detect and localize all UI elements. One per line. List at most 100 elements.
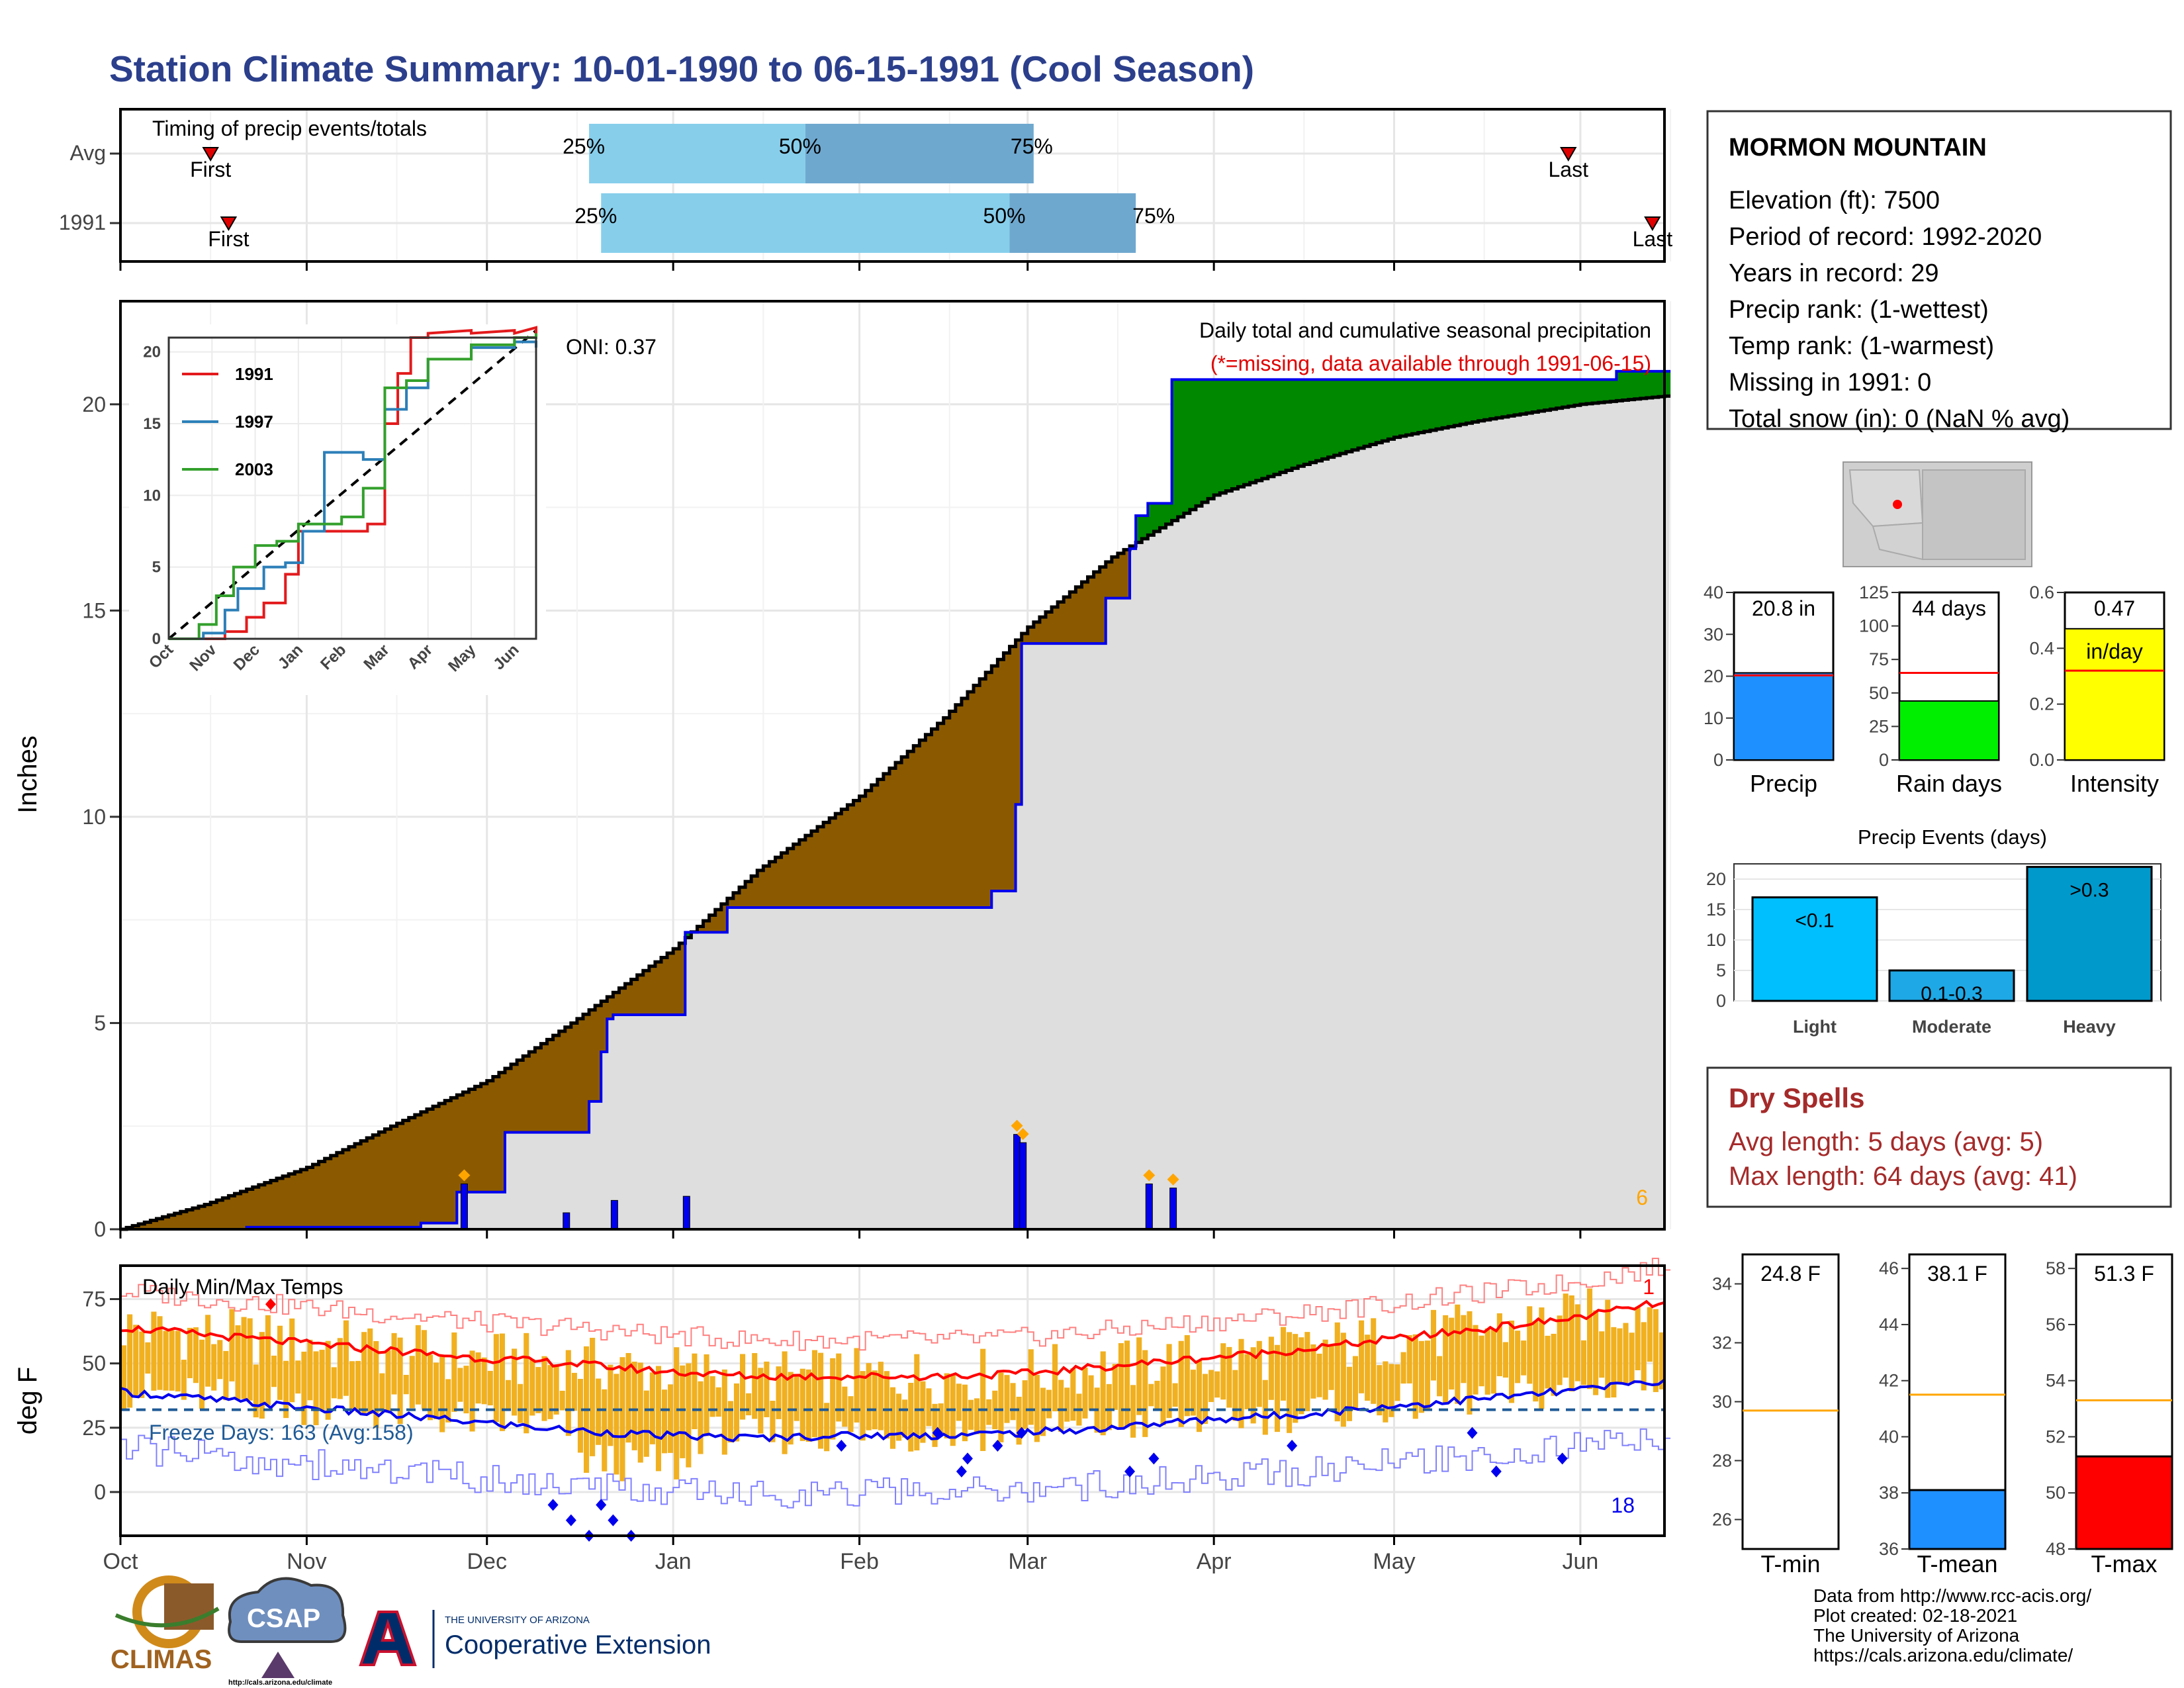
daily-temp-bar	[391, 1333, 397, 1395]
first-label: First	[190, 158, 231, 181]
daily-temp-bar	[1437, 1356, 1443, 1397]
daily-temp-bar	[860, 1371, 866, 1441]
precip-title: Daily total and cumulative seasonal prec…	[1199, 318, 1651, 342]
daily-temp-bar	[439, 1355, 445, 1432]
daily-temp-bar	[962, 1384, 968, 1442]
daily-temp-bar	[674, 1347, 680, 1479]
daily-temp-bar	[139, 1331, 145, 1398]
daily-temp-bar	[571, 1372, 577, 1411]
temp-tick-label: 58	[2046, 1258, 2066, 1278]
x-tick-label: Jan	[655, 1549, 692, 1574]
daily-temp-bar	[614, 1374, 619, 1475]
daily-temp-bar	[1268, 1336, 1274, 1400]
daily-temp-bar	[163, 1331, 169, 1391]
daily-temp-bar	[307, 1339, 313, 1401]
daily-temp-bar	[1647, 1307, 1653, 1362]
daily-temp-bar	[914, 1354, 920, 1451]
max-count: 1	[1643, 1275, 1655, 1299]
daily-temp-bar	[733, 1383, 740, 1442]
summary-tick-label: 75	[1869, 649, 1889, 669]
events-bar	[1888, 969, 2015, 1002]
inset-y-tick: 5	[152, 559, 161, 577]
daily-temp-bar	[259, 1332, 265, 1419]
daily-temp-bar	[1533, 1321, 1539, 1402]
daily-temp-bar	[1034, 1374, 1040, 1442]
daily-temp-bar	[848, 1396, 854, 1432]
avg-cumulative-line	[120, 394, 1671, 1231]
daily-temp-bar	[986, 1399, 992, 1425]
daily-temp-bar	[1106, 1383, 1112, 1430]
first-marker	[220, 216, 238, 231]
daily-temp-bar	[1424, 1340, 1430, 1409]
temp-bar-frame	[1741, 1253, 1840, 1550]
daily-temp-bar	[1232, 1370, 1238, 1421]
daily-temp-bar	[805, 1369, 811, 1442]
daily-temp-bar	[1394, 1364, 1400, 1401]
daily-temp-bar	[181, 1360, 187, 1400]
temp-value-label: 51.3 F	[2094, 1262, 2154, 1286]
events-tick-label: 20	[1706, 869, 1726, 889]
summary-bar-label: Precip	[1750, 770, 1817, 797]
daily-temp-bar	[980, 1348, 986, 1451]
daily-temp-bar	[403, 1374, 409, 1395]
tmax-avg-line	[120, 1299, 1665, 1382]
daily-temp-bar	[643, 1390, 649, 1457]
events-bar-inner-label: <0.1	[1795, 910, 1834, 932]
daily-temp-bar	[133, 1325, 139, 1397]
dry-spells-box	[1706, 1066, 2172, 1208]
daily-temp-bar	[1611, 1327, 1617, 1398]
daily-precip-bar	[682, 1196, 690, 1230]
daily-temp-bar	[619, 1357, 625, 1481]
daily-temp-bar	[289, 1318, 295, 1403]
timing-row-label: Avg	[69, 141, 106, 165]
page-title: Station Climate Summary: 10-01-1990 to 0…	[109, 48, 1255, 89]
daily-precip-bar	[610, 1199, 618, 1230]
daily-precip-bar	[1013, 1134, 1021, 1230]
daily-temp-bar	[1365, 1335, 1371, 1401]
daily-temp-bar	[1508, 1321, 1515, 1403]
daily-temp-bar	[944, 1373, 950, 1438]
daily-temp-bar	[535, 1367, 541, 1413]
daily-temp-bar	[818, 1352, 824, 1449]
y-tick-label: 75	[82, 1288, 106, 1311]
summary-tick-label: 25	[1869, 716, 1889, 736]
daily-temp-bar	[1641, 1322, 1647, 1391]
daily-temp-bar	[1467, 1311, 1473, 1415]
daily-temp-bar	[199, 1339, 205, 1409]
daily-temp-bar	[1418, 1340, 1424, 1413]
daily-temp-bar	[788, 1372, 794, 1445]
daily-temp-bar	[1605, 1299, 1611, 1398]
daily-temp-bar	[151, 1311, 157, 1391]
daily-temp-bar	[1082, 1367, 1088, 1419]
daily-temp-bar	[1371, 1318, 1377, 1404]
daily-temp-bar	[866, 1363, 872, 1430]
summary-tick-label: 100	[1859, 616, 1889, 636]
temp-tick-label: 50	[2046, 1483, 2066, 1503]
daily-temp-bar	[649, 1372, 655, 1444]
daily-temp-bar	[704, 1354, 709, 1436]
daily-temp-bar	[518, 1383, 523, 1423]
daily-temp-bar	[1653, 1309, 1659, 1392]
daily-temp-bar	[1430, 1309, 1437, 1381]
surplus-area	[685, 371, 1671, 938]
footer-line: The University of Arizona	[1813, 1625, 2020, 1646]
heavy-event-marker	[1143, 1169, 1156, 1182]
p50-label: 50%	[779, 134, 821, 158]
temp-panel-frame	[119, 1264, 1666, 1537]
summary-tick-label: 40	[1704, 583, 1723, 602]
daily-temp-bar	[1479, 1335, 1484, 1387]
ua-logo-mark	[359, 1611, 417, 1666]
precip-panel-frame	[119, 300, 1666, 1231]
daily-temp-bar	[409, 1356, 415, 1409]
summary-bar-label: Rain days	[1896, 770, 2002, 797]
daily-temp-bar	[301, 1351, 307, 1425]
daily-temp-bar	[1346, 1366, 1352, 1421]
cumulative-1991-line	[120, 369, 1671, 1231]
daily-temp-bar	[1388, 1364, 1394, 1417]
daily-temp-bar	[271, 1355, 277, 1387]
temp-tick-label: 32	[1712, 1333, 1732, 1353]
summary-tick-label: 0.6	[2029, 583, 2054, 602]
daily-temp-bar	[1244, 1354, 1250, 1409]
station-info-line: Precip rank: (1-wettest)	[1729, 296, 1989, 324]
freeze-days-label: Freeze Days: 163 (Avg:158)	[149, 1421, 414, 1444]
